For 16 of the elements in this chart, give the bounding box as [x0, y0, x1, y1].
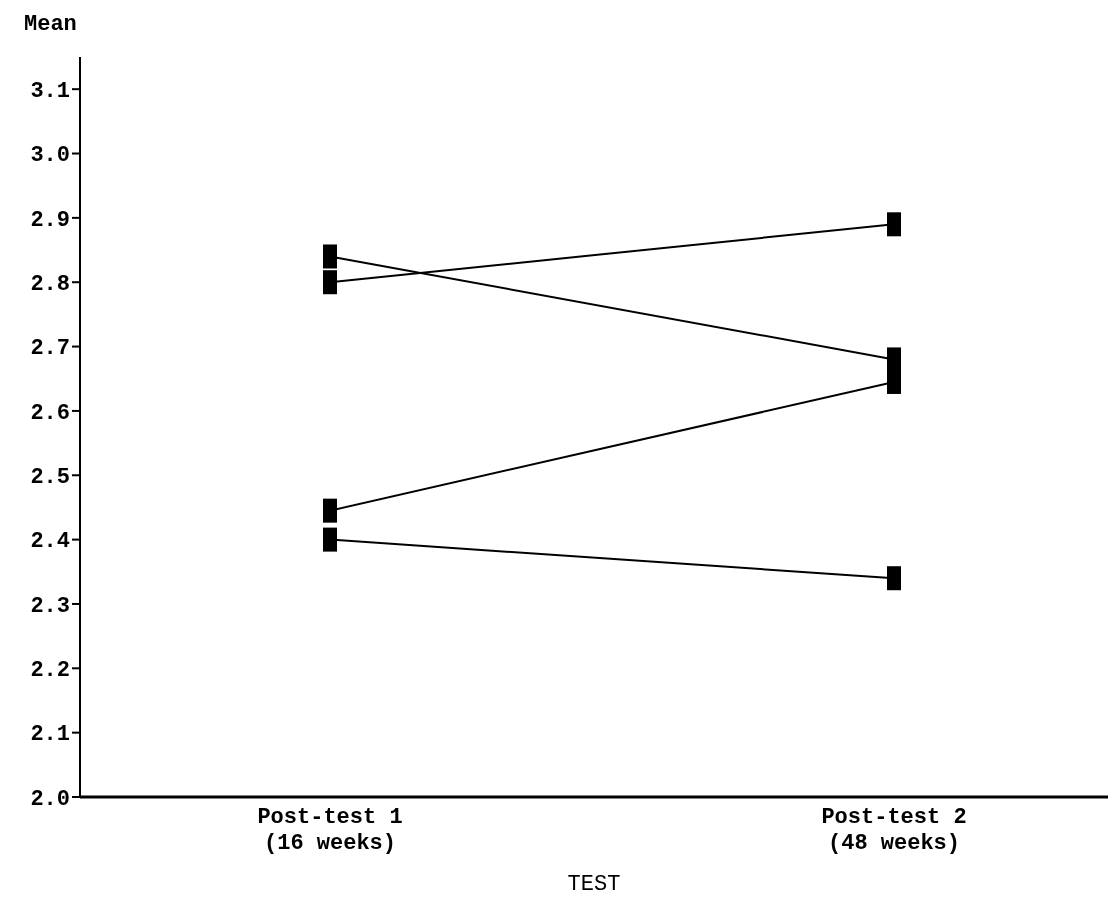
y-tick-label: 2.0 [30, 786, 70, 812]
y-tick-label: 3.1 [30, 78, 70, 104]
x-tick-label: Post-test 2 (48 weeks) [821, 805, 967, 856]
y-axis-title: Mean [24, 12, 77, 37]
y-tick-label: 2.3 [30, 593, 70, 619]
y-tick-label: 2.2 [30, 658, 70, 684]
x-tick-label: Post-test 1 (16 weeks) [257, 805, 403, 856]
x-axis-title: TEST [567, 872, 621, 897]
y-tick-label: 2.8 [30, 272, 70, 298]
y-tick-label: 2.7 [30, 336, 70, 362]
y-tick-label: 3.0 [30, 143, 70, 169]
y-tick-label: 2.1 [30, 722, 70, 748]
y-tick-label: 2.5 [30, 465, 70, 491]
y-tick-label: 2.6 [30, 400, 70, 426]
y-tick-label: 2.9 [30, 207, 70, 233]
y-tick-label: 2.4 [30, 529, 70, 555]
